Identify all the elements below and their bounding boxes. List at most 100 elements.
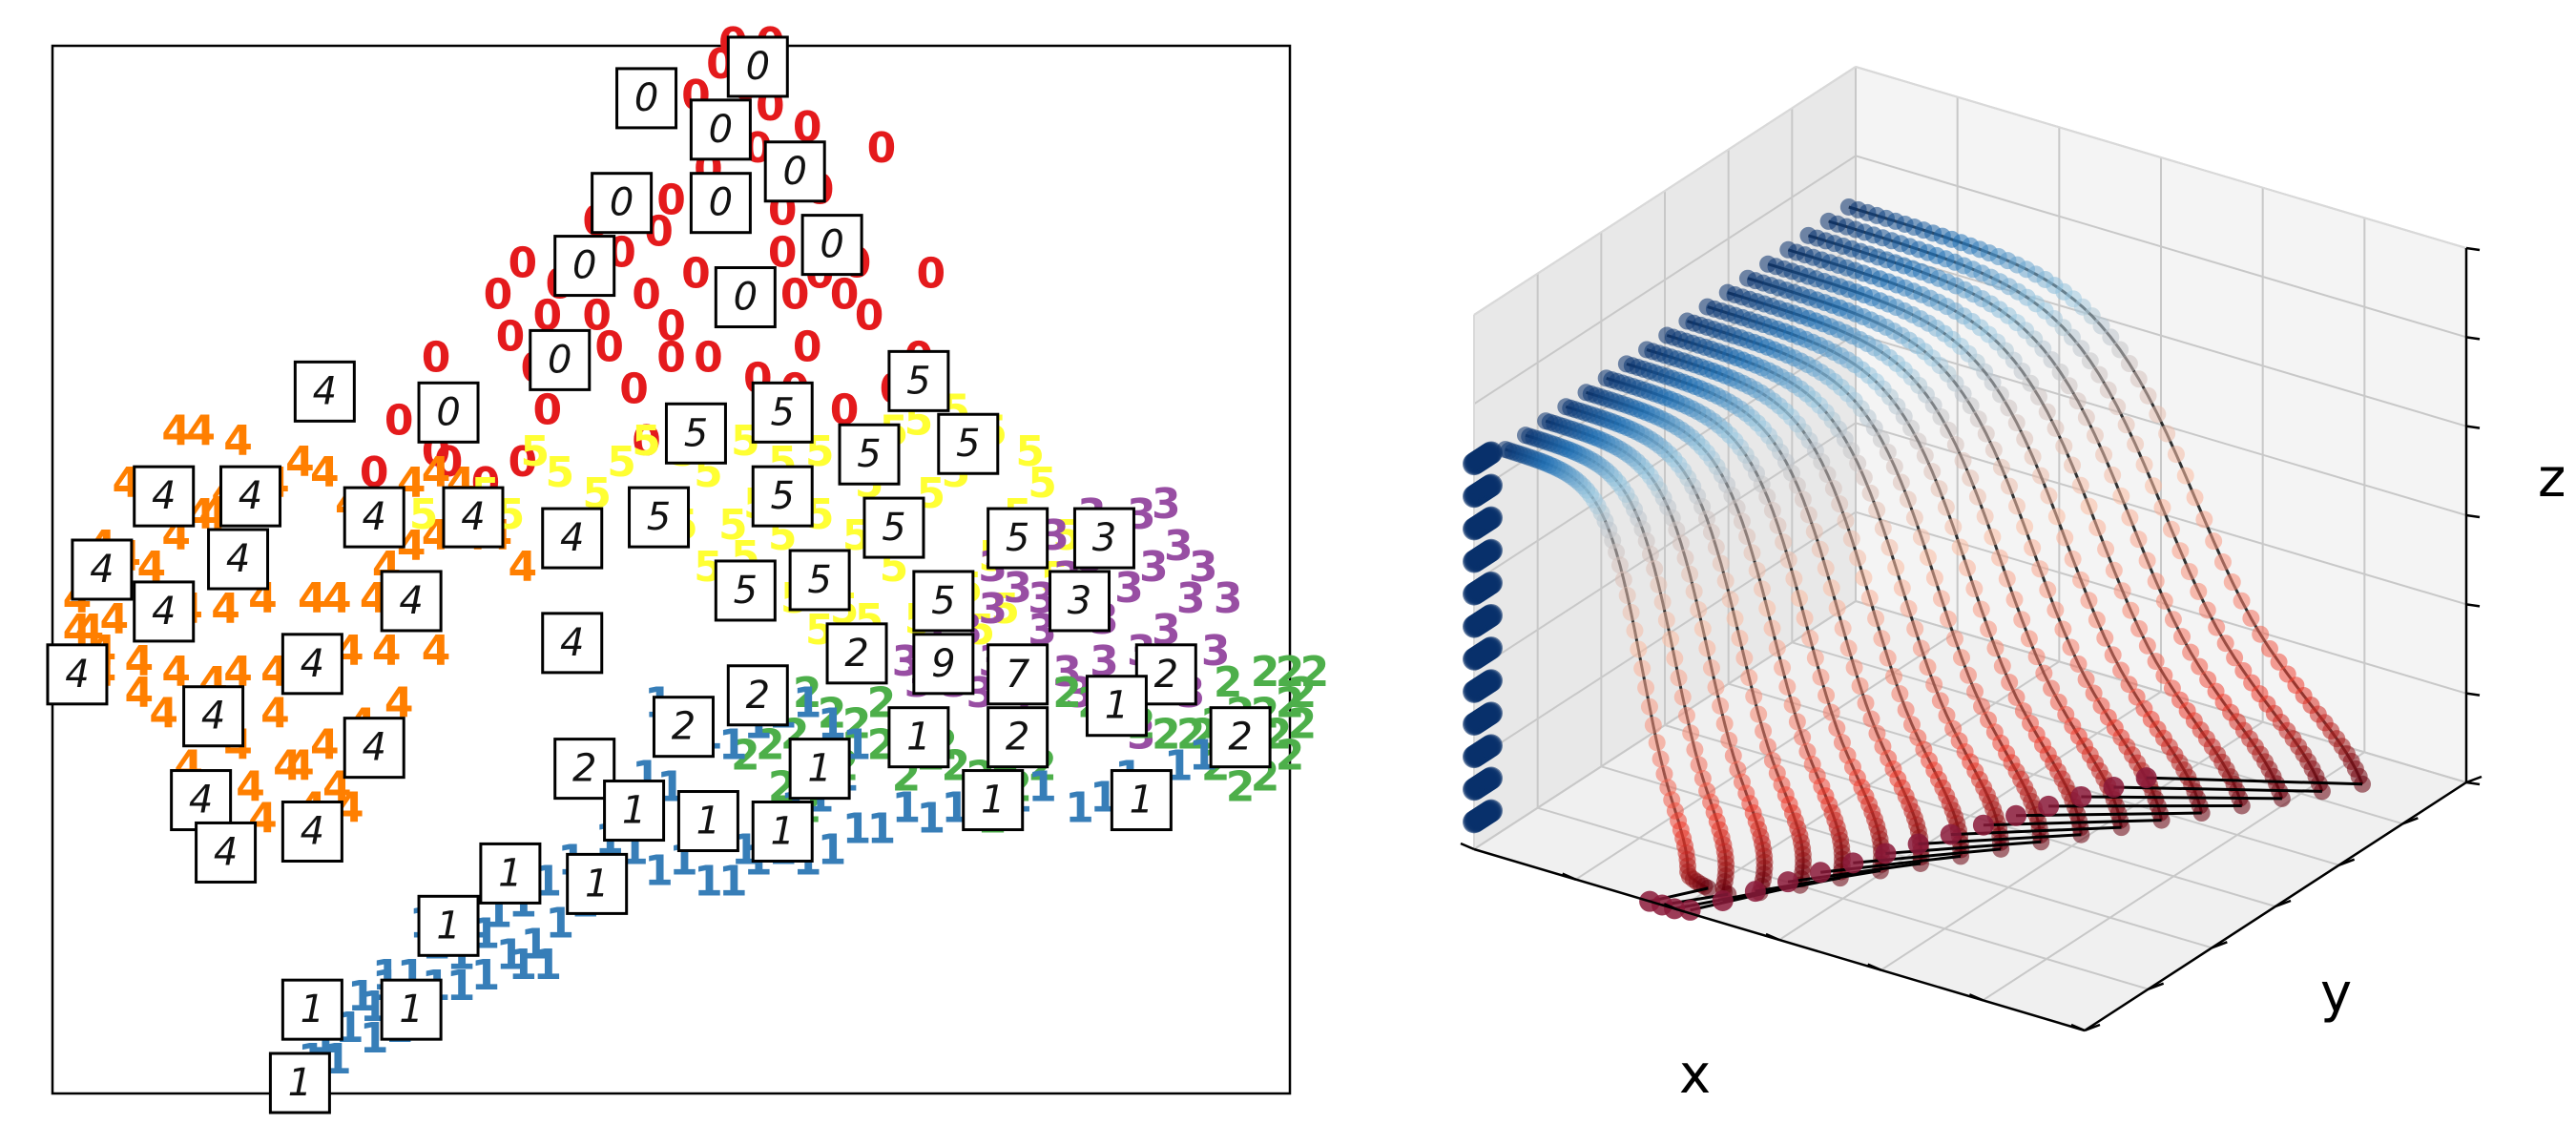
trajectory-point xyxy=(2049,693,2067,711)
thumbnail-digit: 5 xyxy=(882,506,905,550)
digit-point-5: 5 xyxy=(545,448,574,497)
thumbnail-4: 4 xyxy=(280,633,343,696)
digit-point-4: 4 xyxy=(260,690,290,739)
digit-point-4: 4 xyxy=(124,637,154,686)
digit-point-5: 5 xyxy=(718,501,748,550)
trajectory-point xyxy=(1758,738,1776,756)
y-tick xyxy=(2401,817,2419,825)
thumbnail-frame xyxy=(541,507,604,570)
trajectory-point xyxy=(1788,476,1806,494)
digit-point-0: 0 xyxy=(496,312,526,361)
digit-point-4: 4 xyxy=(223,417,253,466)
trajectory-point xyxy=(1940,421,1958,439)
thumbnail-digit: 5 xyxy=(956,422,980,466)
x-tick xyxy=(2070,1023,2086,1032)
trajectory-point xyxy=(1954,451,1972,469)
thumbnail-1: 1 xyxy=(887,706,950,769)
trajectory-point xyxy=(1650,575,1668,593)
thumbnail-frame xyxy=(380,570,443,633)
thumbnail-frame xyxy=(133,580,196,643)
trajectory-point xyxy=(2043,351,2061,369)
trajectory-point xyxy=(1685,582,1703,600)
trajectory-point xyxy=(1905,509,1923,527)
thumbnail-digit: 1 xyxy=(807,747,831,791)
trajectory-point xyxy=(2038,403,2056,421)
trajectory-point xyxy=(2242,609,2260,627)
trajectory-point xyxy=(2111,341,2129,359)
digit-point-2: 2 xyxy=(1288,700,1318,749)
trajectory-point xyxy=(1822,703,1840,721)
digit-point-0: 0 xyxy=(656,177,686,225)
x-tick xyxy=(1562,872,1577,881)
thumbnail-frame xyxy=(529,328,592,391)
thumbnail-frame xyxy=(912,570,975,633)
digit-point-2: 2 xyxy=(756,721,785,770)
trajectory-point xyxy=(1855,468,1873,487)
y-tick xyxy=(2211,941,2228,949)
thumbnail-digit: 4 xyxy=(301,810,324,854)
digit-point-4: 4 xyxy=(285,438,315,487)
thumbnail-frame xyxy=(751,381,814,444)
trajectory-point xyxy=(1986,639,2005,657)
thumbnail-0: 0 xyxy=(417,381,480,444)
thumbnail-frame xyxy=(46,643,109,706)
start-point xyxy=(1480,506,1503,530)
thumbnail-frame xyxy=(987,507,1049,570)
trajectory-point xyxy=(2000,477,2018,495)
pane-edge xyxy=(1855,66,2467,249)
digit-point-3: 3 xyxy=(1164,522,1194,571)
digit-point-2: 2 xyxy=(1276,732,1305,781)
thumbnail-frame xyxy=(652,696,715,759)
thumbnail-digit: 5 xyxy=(857,432,881,476)
digit-point-4: 4 xyxy=(422,627,451,676)
thumbnail-4: 4 xyxy=(380,570,443,633)
trajectory-point xyxy=(2068,392,2087,410)
thumbnail-digit: 0 xyxy=(634,76,658,120)
digit-point-2: 2 xyxy=(1251,648,1280,697)
trajectory-point xyxy=(1633,659,1652,677)
digit-point-1: 1 xyxy=(471,951,501,1000)
thumbnail-digit: 4 xyxy=(201,695,225,739)
trajectory-point xyxy=(2138,636,2156,655)
thumbnail-5: 5 xyxy=(751,381,814,444)
thumbnail-digit: 5 xyxy=(647,495,671,539)
trajectory-point xyxy=(2039,581,2057,599)
thumbnail-digit: 1 xyxy=(906,716,930,760)
trajectory-point xyxy=(1909,432,1927,450)
start-point xyxy=(1480,473,1503,497)
thumbnail-digit: 4 xyxy=(461,495,485,539)
trajectory-point xyxy=(2208,618,2226,636)
trajectory-point xyxy=(1788,713,1806,731)
trajectory-point xyxy=(2205,532,2223,551)
trajectory-point xyxy=(2062,638,2080,656)
back-grid-line xyxy=(1855,155,2467,339)
trajectory-point xyxy=(2155,592,2173,610)
thumbnail-frame xyxy=(912,633,975,696)
trajectory-point xyxy=(2252,625,2270,643)
digit-point-1: 1 xyxy=(447,962,476,1010)
digit-point-3: 3 xyxy=(978,585,1008,634)
trajectory-point xyxy=(1993,656,2011,675)
thumbnail-frame xyxy=(417,894,480,957)
digit-point-3: 3 xyxy=(1201,627,1231,676)
trajectory-point xyxy=(2176,467,2194,485)
thumbnail-frame xyxy=(962,769,1025,832)
trajectory-point xyxy=(1707,678,1725,697)
trajectory-point xyxy=(1902,419,1921,437)
digit-point-1: 1 xyxy=(521,920,551,968)
digit-point-5: 5 xyxy=(607,438,636,487)
trajectory-point xyxy=(1783,696,1801,714)
thumbnail-digit: 5 xyxy=(771,474,795,518)
trajectory-point xyxy=(1676,549,1694,567)
trajectory-point xyxy=(1958,559,1976,577)
digit-point-3: 3 xyxy=(1152,480,1181,529)
thumbnail-digit: 4 xyxy=(301,642,324,686)
trajectory-point xyxy=(1916,447,1934,465)
thumbnail-4: 4 xyxy=(442,486,505,549)
trajectory-point xyxy=(2167,446,2185,464)
trajectory-point xyxy=(1939,610,1957,628)
trajectory-point xyxy=(1712,697,1730,715)
x-tick xyxy=(1765,932,1780,942)
thumbnail-digit: 2 xyxy=(1228,716,1252,760)
trajectory-end-point xyxy=(2135,767,2157,789)
